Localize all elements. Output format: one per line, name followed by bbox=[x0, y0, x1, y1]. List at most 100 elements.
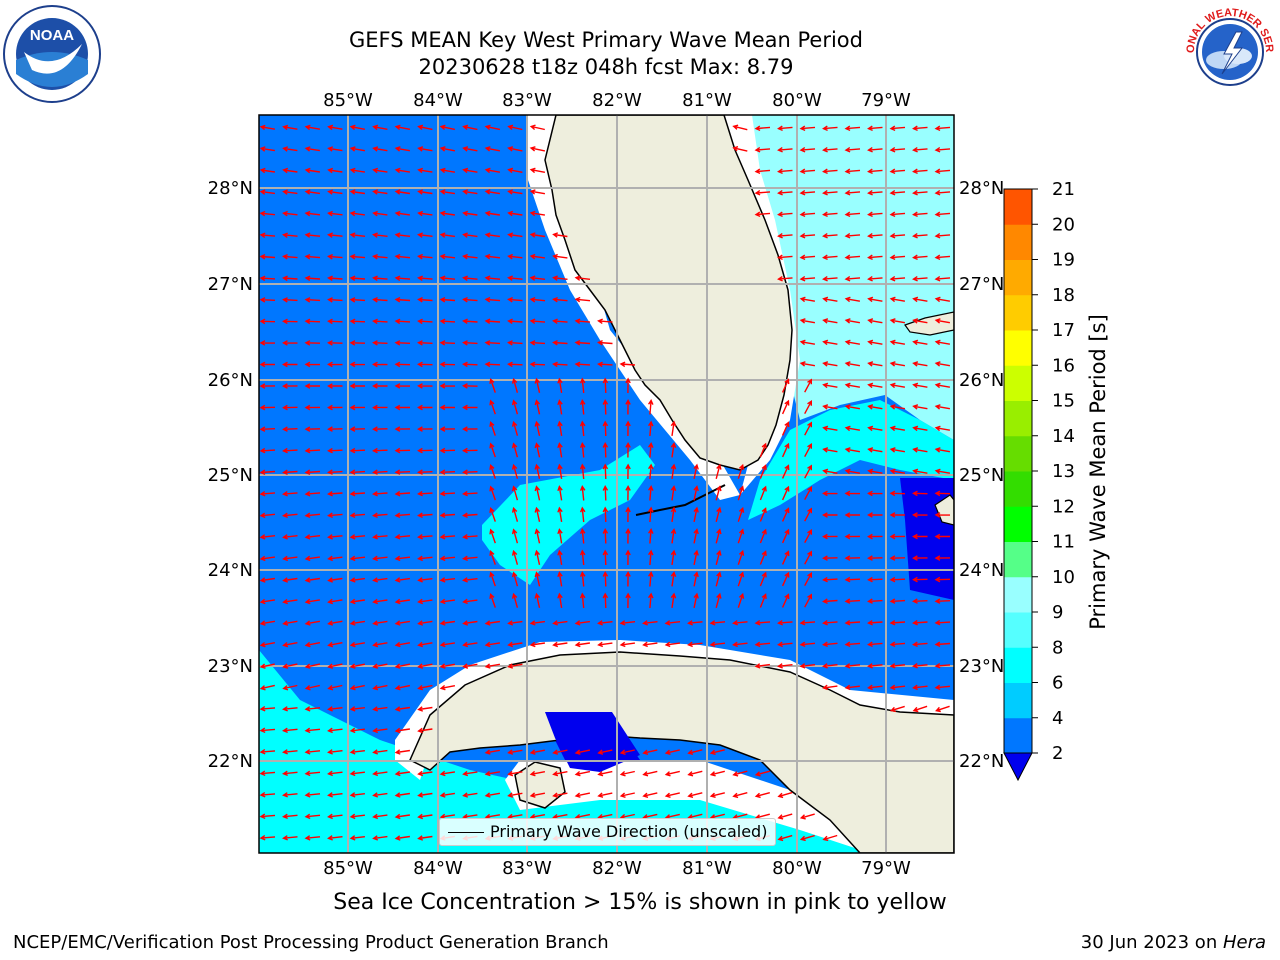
wave-direction-arrow bbox=[804, 464, 812, 479]
wave-direction-arrow bbox=[394, 124, 411, 131]
wave-direction-arrow bbox=[844, 576, 861, 583]
wave-direction-arrow bbox=[349, 232, 366, 238]
wave-direction-arrow bbox=[759, 571, 767, 587]
wave-direction-arrow bbox=[934, 533, 950, 540]
wave-direction-arrow bbox=[327, 663, 343, 669]
wave-direction-arrow bbox=[602, 528, 609, 544]
wave-direction-arrow bbox=[867, 339, 883, 346]
wave-direction-arrow bbox=[557, 506, 563, 523]
wave-direction-arrow bbox=[822, 382, 838, 389]
wave-direction-arrow bbox=[529, 641, 546, 648]
wave-direction-arrow bbox=[511, 463, 519, 479]
wave-direction-arrow bbox=[327, 404, 343, 411]
wave-direction-arrow bbox=[462, 663, 478, 669]
wave-direction-arrow bbox=[439, 490, 456, 497]
wave-direction-arrow bbox=[439, 167, 456, 174]
wave-direction-arrow bbox=[372, 835, 388, 841]
wave-direction-arrow bbox=[349, 598, 366, 605]
wave-direction-arrow bbox=[648, 592, 654, 609]
wave-direction-arrow bbox=[507, 749, 523, 755]
wave-direction-arrow bbox=[484, 253, 501, 260]
wave-direction-arrow bbox=[557, 485, 563, 501]
wave-direction-arrow bbox=[822, 684, 838, 691]
wave-direction-arrow bbox=[648, 463, 654, 480]
wave-direction-arrow bbox=[754, 211, 771, 218]
wave-direction-arrow bbox=[534, 442, 541, 458]
wave-direction-arrow bbox=[372, 491, 388, 497]
wave-direction-arrow bbox=[687, 620, 703, 626]
wave-direction-arrow bbox=[912, 490, 928, 497]
wave-direction-arrow bbox=[552, 770, 568, 777]
wave-direction-arrow bbox=[282, 469, 298, 476]
wave-direction-arrow bbox=[507, 361, 523, 368]
cuba-land bbox=[409, 651, 954, 853]
wave-direction-arrow bbox=[349, 835, 365, 841]
map-title: GEFS MEAN Key West Primary Wave Mean Per… bbox=[349, 28, 863, 52]
lon-label-top: 79°W bbox=[861, 90, 911, 111]
wave-direction-arrow bbox=[602, 420, 609, 437]
wave-direction-arrow bbox=[574, 275, 591, 281]
wave-direction-arrow bbox=[889, 447, 906, 453]
wave-direction-arrow bbox=[670, 506, 677, 523]
wave-direction-arrow bbox=[417, 706, 433, 712]
wave-direction-arrow bbox=[934, 125, 951, 132]
wave-direction-arrow bbox=[822, 555, 838, 561]
wave-direction-arrow bbox=[777, 620, 793, 626]
wave-direction-arrow bbox=[327, 534, 343, 540]
wave-direction-arrow bbox=[934, 339, 951, 346]
wave-direction-arrow bbox=[625, 571, 631, 587]
wave-direction-arrow bbox=[259, 727, 276, 734]
wave-direction-arrow bbox=[934, 663, 951, 669]
colorbar-under-extension bbox=[1003, 752, 1033, 782]
wave-direction-arrow bbox=[327, 620, 343, 626]
wave-direction-arrow bbox=[889, 468, 906, 475]
wave-direction-arrow bbox=[327, 232, 343, 238]
wave-direction-arrow bbox=[529, 167, 546, 174]
wave-direction-arrow bbox=[327, 555, 343, 562]
wave-direction-arrow bbox=[889, 382, 906, 389]
wave-direction-arrow bbox=[529, 318, 546, 324]
wave-direction-arrow bbox=[889, 125, 906, 132]
wave-direction-arrow bbox=[259, 253, 276, 260]
wave-direction-arrow bbox=[709, 792, 725, 798]
wave-direction-arrow bbox=[822, 339, 838, 346]
wave-direction-arrow bbox=[304, 275, 321, 281]
wave-direction-arrow bbox=[912, 361, 928, 367]
wave-direction-arrow bbox=[349, 297, 366, 303]
wave-direction-arrow bbox=[715, 528, 722, 544]
wave-direction-arrow bbox=[777, 211, 793, 218]
wave-direction-arrow bbox=[822, 834, 838, 842]
wave-direction-arrow bbox=[777, 813, 793, 820]
wave-direction-arrow bbox=[912, 425, 928, 432]
wave-direction-arrow bbox=[754, 190, 771, 196]
wave-direction-arrow bbox=[282, 792, 298, 798]
wave-direction-arrow bbox=[327, 146, 343, 152]
wave-direction-arrow bbox=[439, 447, 456, 454]
wave-direction-arrow bbox=[462, 296, 478, 303]
wave-direction-arrow bbox=[259, 598, 276, 605]
wave-direction-arrow bbox=[529, 210, 546, 217]
wave-direction-arrow bbox=[304, 232, 321, 238]
wave-direction-arrow bbox=[889, 684, 906, 691]
wave-direction-arrow bbox=[439, 296, 456, 303]
wave-direction-arrow bbox=[889, 211, 906, 218]
lon-label-top: 85°W bbox=[323, 90, 373, 111]
wave-direction-arrow bbox=[394, 598, 411, 605]
wave-direction-arrow bbox=[394, 167, 411, 174]
wave-direction-arrow bbox=[912, 125, 928, 132]
wave-direction-arrow bbox=[282, 770, 298, 777]
wave-direction-arrow bbox=[867, 598, 883, 604]
wave-direction-arrow bbox=[693, 506, 699, 523]
wave-direction-arrow bbox=[327, 297, 343, 303]
wave-direction-arrow bbox=[799, 254, 816, 261]
wave-direction-arrow bbox=[670, 442, 677, 458]
wave-direction-arrow bbox=[372, 447, 388, 454]
wave-direction-arrow bbox=[867, 382, 883, 389]
wave-direction-arrow bbox=[462, 318, 478, 324]
wave-direction-arrow bbox=[597, 361, 613, 368]
lat-label-left: 22°N bbox=[208, 751, 253, 772]
wave-direction-arrow bbox=[349, 318, 366, 325]
wave-direction-arrow bbox=[867, 620, 883, 626]
wave-direction-arrow bbox=[737, 485, 745, 501]
wave-direction-arrow bbox=[259, 124, 276, 131]
